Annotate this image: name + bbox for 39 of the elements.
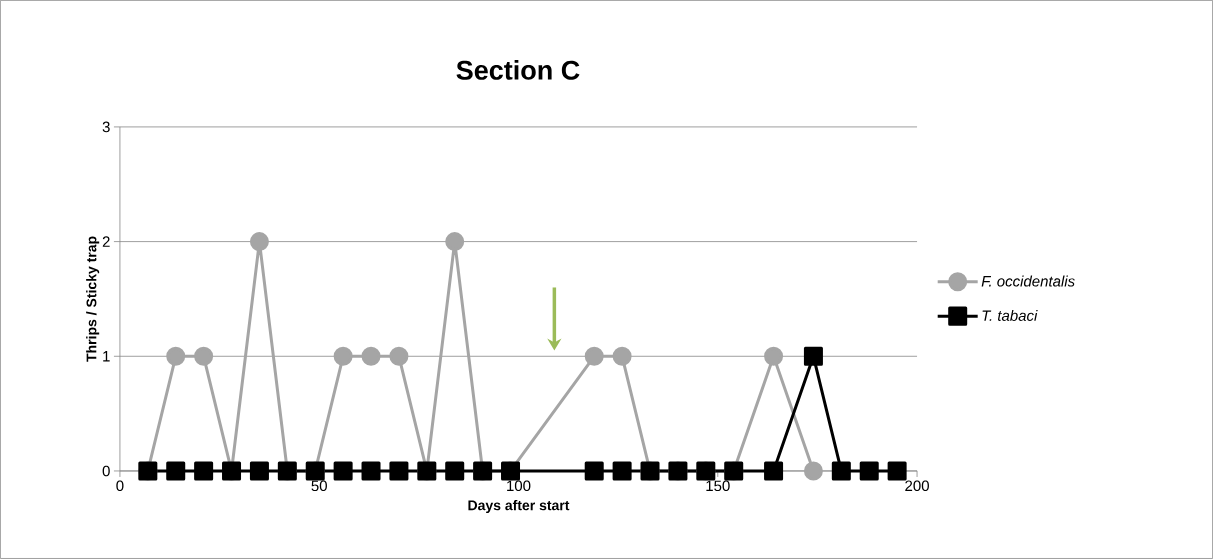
point: [803, 461, 823, 481]
point: [361, 346, 381, 366]
point: [584, 346, 604, 366]
y-tick-label: 0: [102, 465, 110, 477]
point: [389, 346, 409, 366]
point: [194, 346, 214, 366]
point: [612, 461, 632, 481]
point: [389, 461, 409, 481]
point: [166, 461, 186, 481]
point: [445, 461, 465, 481]
point: [445, 232, 465, 252]
point: [612, 346, 632, 366]
x-tick-label: 100: [507, 480, 531, 492]
y-tick-label: 3: [102, 121, 110, 133]
point: [249, 232, 269, 252]
x-tick-label: 0: [116, 480, 124, 492]
point: [831, 461, 851, 481]
point: [333, 346, 353, 366]
point: [803, 346, 823, 366]
x-tick-label: 150: [706, 480, 730, 492]
point: [887, 461, 907, 481]
chart-title: Section C: [456, 60, 580, 80]
legend-label: T. tabaci: [982, 310, 1038, 322]
x-axis-title: Days after start: [468, 500, 570, 514]
legend-label: F. occidentalis: [981, 275, 1075, 287]
point: [764, 461, 784, 481]
y-tick-label: 1: [103, 351, 110, 362]
y-tick-label: 2: [102, 236, 110, 247]
x-tick-label: 200: [905, 480, 929, 492]
point: [361, 461, 381, 481]
point: [333, 461, 353, 481]
point: [584, 461, 604, 481]
point: [859, 461, 879, 481]
x-tick-label: 50: [311, 480, 327, 492]
point: [166, 346, 186, 366]
point: [249, 461, 269, 481]
point: [764, 346, 784, 366]
y-axis-title: Thrips / Sticky trap: [86, 236, 100, 362]
point: [194, 461, 214, 481]
